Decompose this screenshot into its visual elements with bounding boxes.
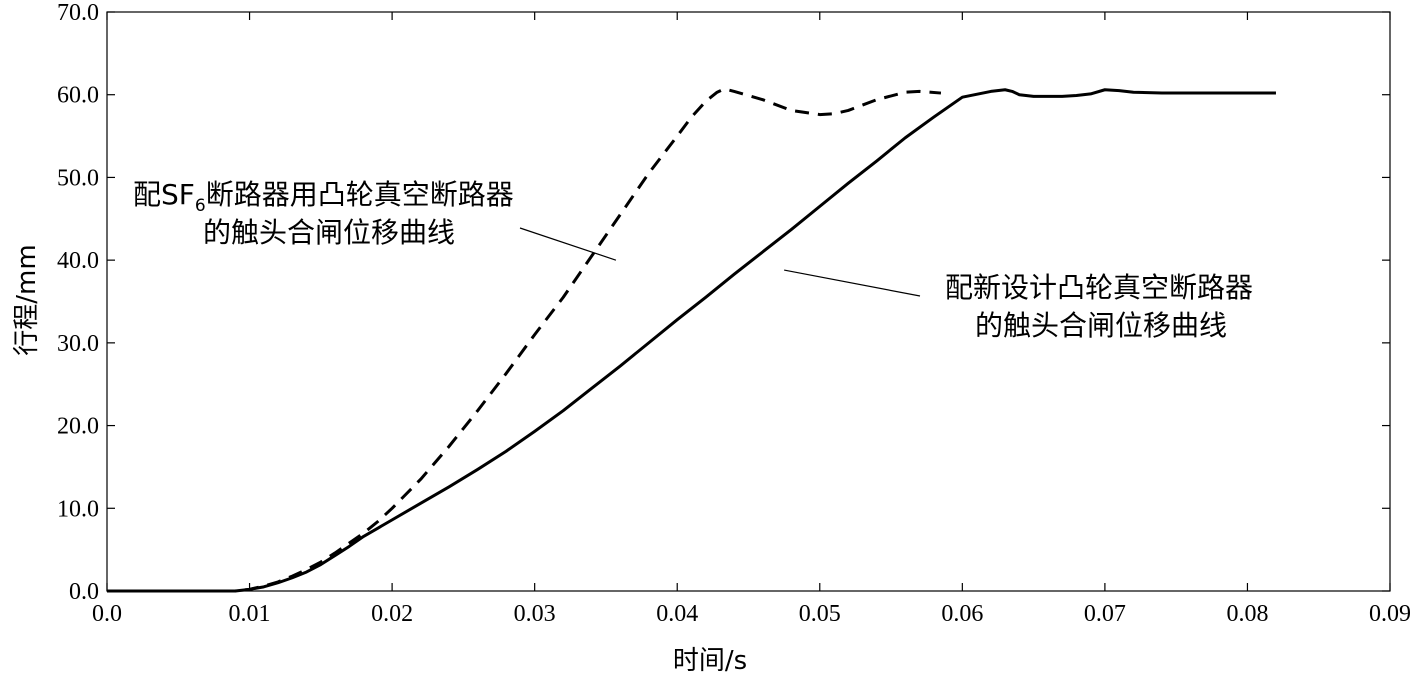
y-tick-label: 10.0 (57, 496, 99, 522)
x-tick-label: 0.07 (1084, 601, 1126, 627)
x-tick-label: 0.04 (656, 601, 698, 627)
y-tick-label: 40.0 (57, 248, 99, 274)
x-tick-label: 0.09 (1369, 601, 1411, 627)
y-tick-label: 70.0 (57, 0, 99, 26)
annotation-leader-line (784, 269, 921, 297)
y-tick-label: 0.0 (69, 579, 99, 605)
y-tick-label: 30.0 (57, 331, 99, 357)
x-axis-ticks: 0.0 0.01 0.02 0.03 0.04 0.05 0.06 0.07 0.08 0.09 (92, 12, 1411, 627)
x-tick-label: 0.0 (92, 601, 122, 627)
annotation-leaders (519, 227, 921, 297)
plot-frame (106, 11, 1391, 592)
annotation-dashed-line2: 的触头合闸位移曲线 (203, 216, 455, 249)
y-tick-label: 20.0 (57, 414, 99, 440)
x-tick-label: 0.08 (1226, 601, 1268, 627)
y-tick-label: 60.0 (57, 83, 99, 109)
annotation-dashed-subscript: 6 (195, 196, 206, 216)
y-tick-label: 50.0 (57, 165, 99, 191)
series-layer (107, 87, 1276, 593)
x-tick-label: 0.06 (941, 601, 983, 627)
x-tick-label: 0.02 (371, 601, 413, 627)
y-axis-ticks: 0.0 10.0 20.0 30.0 40.0 50.0 60.0 70.0 (57, 0, 1390, 605)
series-solid-line (107, 88, 1276, 593)
annotation-solid-line2: 的触头合闸位移曲线 (975, 309, 1227, 342)
y-axis-title: 行程/mm (12, 244, 42, 355)
annotation-dashed-line1: 配SF6断路器用凸轮真空断路器 (133, 178, 514, 216)
annotation-leader-line (519, 227, 617, 261)
series-dashed-line (107, 87, 942, 593)
x-tick-label: 0.03 (514, 601, 556, 627)
x-tick-label: 0.01 (229, 601, 271, 627)
x-axis-title: 时间/s (673, 646, 747, 676)
annotation-dashed-line1a: 配SF (133, 178, 195, 211)
x-tick-label: 0.05 (799, 601, 841, 627)
annotation-solid-line1: 配新设计凸轮真空断路器 (945, 271, 1253, 304)
annotation-dashed-line1b: 断路器用凸轮真空断路器 (206, 178, 514, 211)
